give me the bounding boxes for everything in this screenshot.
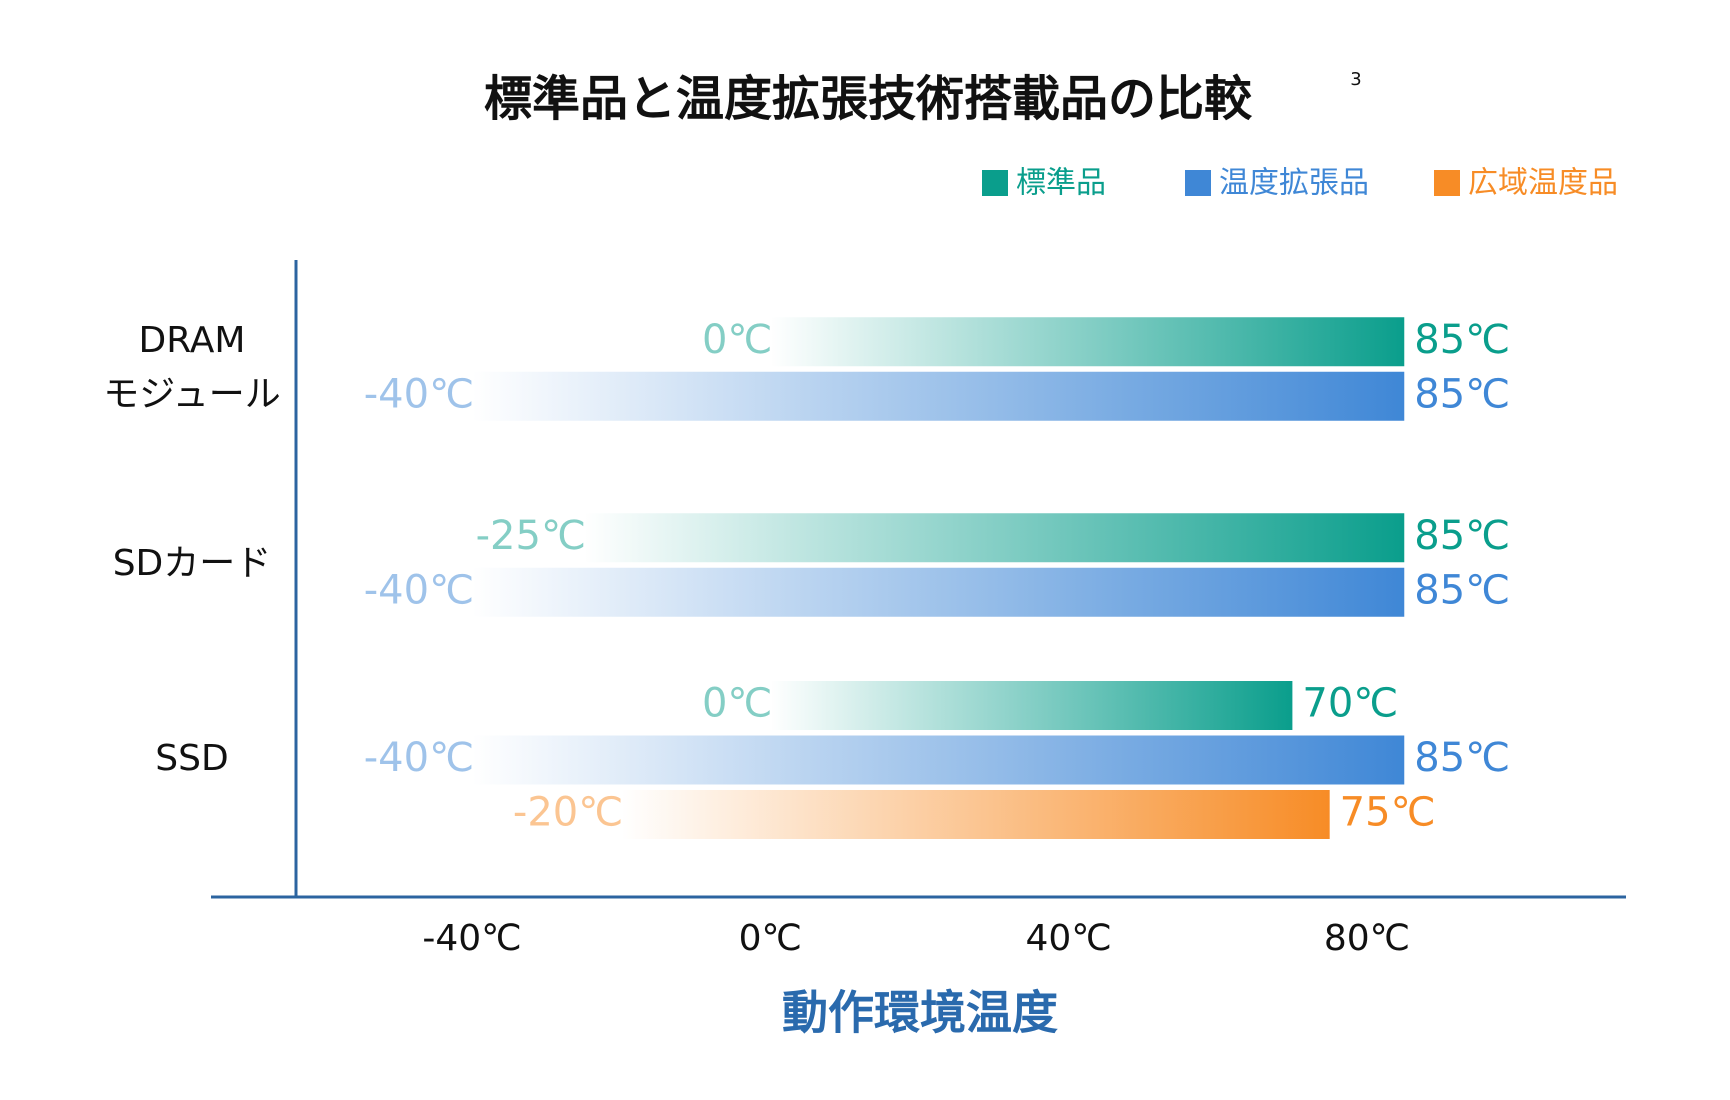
category-label: SSD [155,738,228,779]
category-label: モジュール [103,374,280,415]
start-label: -40℃ [364,735,474,781]
bar [472,371,1405,421]
end-label: 85℃ [1414,513,1510,559]
end-label: 75℃ [1340,790,1436,836]
start-label: -20℃ [513,790,623,836]
category-label: SDカード [113,543,272,584]
legend-swatch [1434,170,1460,196]
start-label: 0℃ [702,681,772,727]
start-label: 0℃ [702,317,772,363]
legend-label: 標準品 [1016,166,1106,201]
x-tick-label: 0℃ [739,918,802,959]
x-axis-title: 動作環境温度 [782,986,1058,1040]
category-label: DRAM [139,320,246,361]
bar [621,790,1330,839]
start-label: -40℃ [364,567,474,613]
end-label: 85℃ [1414,567,1510,613]
title-note: 3 [1350,69,1361,90]
end-label: 70℃ [1302,681,1398,727]
x-tick-label: 80℃ [1324,918,1410,959]
legend-item: 広域温度品 [1434,166,1618,201]
bar [770,681,1293,730]
end-label: 85℃ [1414,371,1510,417]
legend-item: 標準品 [982,166,1106,201]
legend-swatch [1185,170,1211,196]
end-label: 85℃ [1414,735,1510,781]
bar [770,317,1405,367]
start-label: -25℃ [476,513,586,559]
x-tick-label: 40℃ [1026,918,1112,959]
legend-swatch [982,170,1008,196]
bar [472,567,1405,617]
bar [583,513,1405,563]
legend-label: 広域温度品 [1468,166,1618,201]
legend-label: 温度拡張品 [1219,166,1369,201]
chart-title: 標準品と温度拡張技術搭載品の比較 [484,71,1253,127]
bar [472,735,1405,785]
x-tick-label: -40℃ [422,918,521,959]
start-label: -40℃ [364,371,474,417]
legend-item: 温度拡張品 [1185,166,1369,201]
end-label: 85℃ [1414,317,1510,363]
